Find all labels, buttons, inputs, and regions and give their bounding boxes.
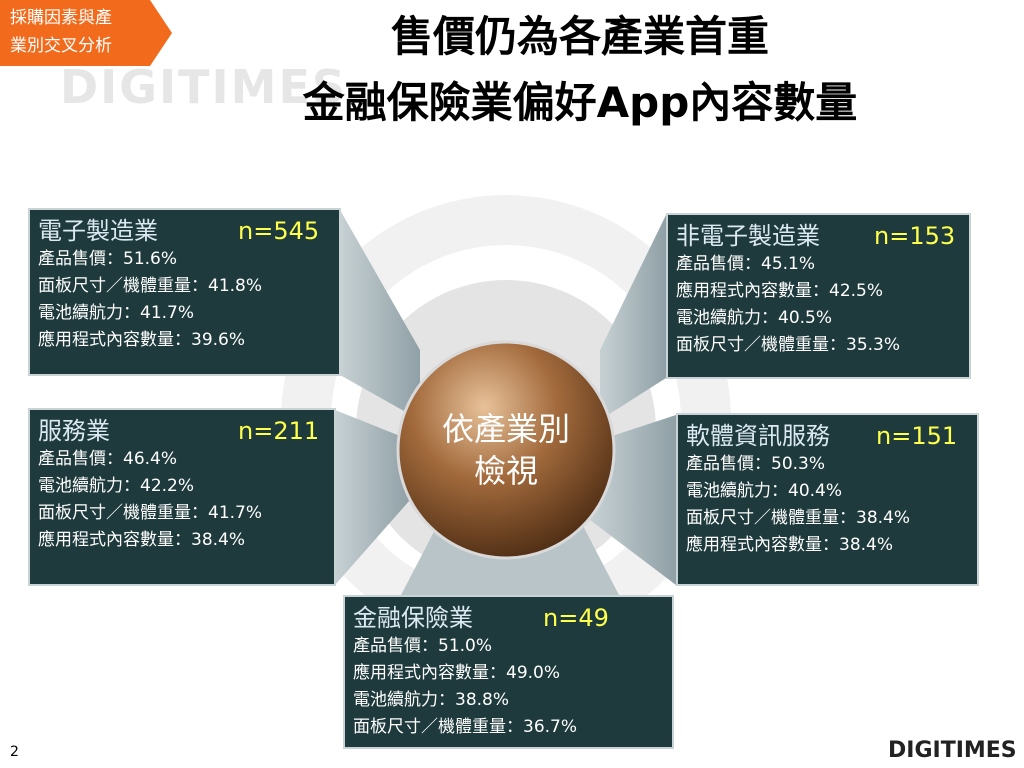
sample-size: n=545 bbox=[238, 217, 320, 245]
factor-item: 電池續航力：40.5% bbox=[676, 308, 833, 328]
connector bbox=[600, 215, 666, 420]
sample-size: n=151 bbox=[876, 422, 958, 450]
center-sphere bbox=[396, 340, 616, 560]
sample-size: n=211 bbox=[238, 417, 320, 445]
industry-name: 服務業 bbox=[38, 417, 110, 445]
factor-item: 面板尺寸／機體重量：41.7% bbox=[38, 503, 263, 523]
factor-item: 電池續航力：41.7% bbox=[38, 303, 195, 323]
sample-size: n=49 bbox=[543, 604, 609, 632]
factor-item: 面板尺寸／機體重量：38.4% bbox=[686, 508, 911, 528]
sample-size: n=153 bbox=[874, 222, 956, 250]
factor-item: 產品售價：45.1% bbox=[676, 254, 816, 274]
tag-shape bbox=[0, 0, 172, 66]
industry-name: 非電子製造業 bbox=[676, 222, 820, 250]
factor-item: 電池續航力：42.2% bbox=[38, 476, 195, 496]
tag-line: 業別交叉分析 bbox=[10, 36, 112, 56]
box-heading: 電子製造業 n=545 bbox=[38, 216, 331, 246]
factor-item: 應用程式內容數量：39.6% bbox=[38, 330, 246, 350]
industry-name: 軟體資訊服務 bbox=[686, 422, 830, 450]
industry-box: 電子製造業 n=545 產品售價：51.6% 面板尺寸／機體重量：41.8% 電池續航力… bbox=[28, 208, 341, 376]
industry-box: 服務業 n=211 產品售價：46.4% 電池續航力：42.2% 面板尺寸／機體重量：4… bbox=[28, 408, 336, 586]
box-heading: 軟體資訊服務 n=151 bbox=[686, 421, 969, 451]
factor-item: 產品售價：50.3% bbox=[686, 454, 826, 474]
factor-item: 面板尺寸／機體重量：36.7% bbox=[353, 717, 578, 737]
title-line: 售價仍為各產業首重 bbox=[390, 12, 769, 61]
factor-item: 應用程式內容數量：49.0% bbox=[353, 663, 561, 683]
industry-box: 非電子製造業 n=153 產品售價：45.1% 應用程式內容數量：42.5% 電池續航力… bbox=[666, 213, 971, 379]
factor-item: 應用程式內容數量：38.4% bbox=[686, 535, 894, 555]
tag: 採購因素與產 業別交叉分析 bbox=[10, 4, 112, 60]
logo: DIGITIMES bbox=[888, 738, 1017, 763]
box-heading: 非電子製造業 n=153 bbox=[676, 221, 961, 251]
title: 售價仍為各產業首重 金融保險業偏好App內容數量 bbox=[180, 4, 980, 136]
factor-item: 應用程式內容數量：38.4% bbox=[38, 530, 246, 550]
factor-item: 面板尺寸／機體重量：35.3% bbox=[676, 335, 901, 355]
industry-box: 金融保險業 n=49 產品售價：51.0% 應用程式內容數量：49.0% 電池續航力：3… bbox=[343, 595, 674, 749]
factor-item: 電池續航力：40.4% bbox=[686, 481, 843, 501]
watermark: DIGITIMES bbox=[60, 60, 347, 114]
industry-name: 電子製造業 bbox=[38, 217, 158, 245]
factor-item: 產品售價：46.4% bbox=[38, 449, 178, 469]
connector bbox=[340, 210, 420, 420]
industry-name: 金融保險業 bbox=[353, 604, 473, 632]
factor-item: 應用程式內容數量：42.5% bbox=[676, 281, 884, 301]
box-heading: 服務業 n=211 bbox=[38, 416, 326, 446]
connector bbox=[335, 410, 410, 585]
industry-box: 軟體資訊服務 n=151 產品售價：50.3% 電池續航力：40.4% 面板尺寸／機體重… bbox=[676, 413, 979, 586]
center-line: 檢視 bbox=[473, 452, 538, 490]
center-label: 依產業別 檢視 bbox=[406, 408, 606, 492]
box-heading: 金融保險業 n=49 bbox=[353, 603, 664, 633]
factor-item: 電池續航力：38.8% bbox=[353, 690, 510, 710]
tag-line: 採購因素與產 bbox=[10, 8, 112, 28]
factor-item: 產品售價：51.0% bbox=[353, 636, 493, 656]
page-number: 2 bbox=[10, 744, 19, 760]
center-line: 依產業別 bbox=[441, 410, 570, 448]
title-line: 金融保險業偏好App內容數量 bbox=[302, 78, 858, 127]
factor-item: 面板尺寸／機體重量：41.8% bbox=[38, 276, 263, 296]
factor-item: 產品售價：51.6% bbox=[38, 249, 178, 269]
